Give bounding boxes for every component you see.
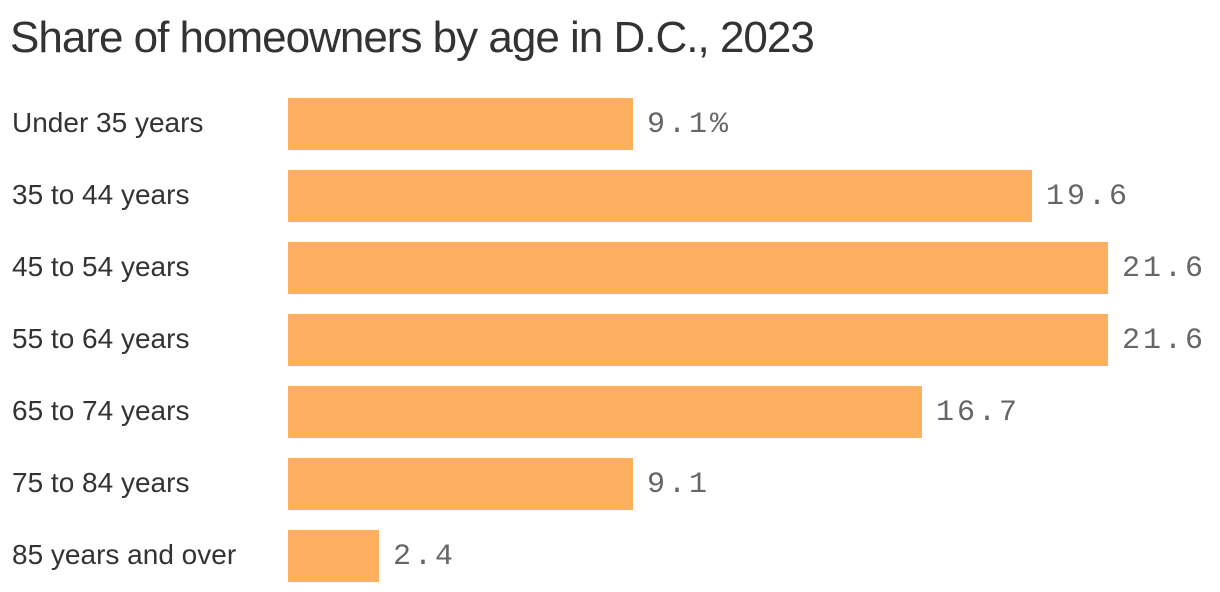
category-label: 45 to 54 years (12, 251, 190, 282)
category-label: 55 to 64 years (12, 323, 190, 354)
bar-row-75-84: 75 to 84 years 9.1 (0, 458, 1220, 510)
value-label: 21.6 (1122, 324, 1207, 358)
bar-row-65-74: 65 to 74 years 16.7 (0, 386, 1220, 438)
bar-row-under-35: Under 35 years 9.1% (0, 98, 1220, 150)
value-label: 21.6 (1122, 252, 1207, 286)
bar (288, 386, 922, 438)
value-label: 9.1% (647, 108, 732, 142)
bar-row-55-64: 55 to 64 years 21.6 (0, 314, 1220, 366)
category-label: 65 to 74 years (12, 395, 190, 426)
bar-row-85-plus: 85 years and over 2.4 (0, 530, 1220, 582)
value-label: 16.7 (936, 396, 1021, 430)
category-label: 85 years and over (12, 539, 237, 570)
bar (288, 530, 379, 582)
bar (288, 170, 1032, 222)
bar (288, 314, 1108, 366)
bar-row-45-54: 45 to 54 years 21.6 (0, 242, 1220, 294)
bar (288, 98, 633, 150)
category-label: Under 35 years (12, 107, 204, 138)
value-label: 2.4 (393, 540, 457, 574)
bar-row-35-44: 35 to 44 years 19.6 (0, 170, 1220, 222)
category-label: 75 to 84 years (12, 467, 190, 498)
value-label: 19.6 (1046, 180, 1131, 214)
category-label: 35 to 44 years (12, 179, 190, 210)
chart-title: Share of homeowners by age in D.C., 2023 (10, 13, 815, 62)
bar (288, 458, 633, 510)
value-label: 9.1 (647, 468, 711, 502)
bar (288, 242, 1108, 294)
